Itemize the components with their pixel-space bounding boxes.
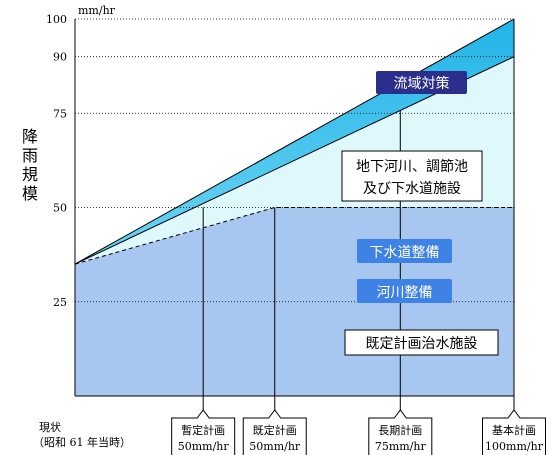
x-sublabel: 50mm/hr	[178, 440, 230, 453]
y-tick-label: 50	[53, 202, 67, 215]
basin-label: 流域対策	[376, 71, 467, 94]
existing-plan-line	[74, 207, 514, 265]
x-sublabel: 75mm/hr	[375, 440, 427, 453]
y-tick-label: 90	[53, 51, 67, 64]
existing-label: 既定計画治水施設	[344, 329, 499, 356]
y-tick-label: 25	[53, 296, 67, 309]
svg-text:及び下水道施設: 及び下水道施設	[363, 181, 461, 197]
unit-label: mm/hr	[78, 4, 116, 17]
underground-label: 地下河川、調節池 及び下水道施設	[341, 150, 483, 202]
svg-text:既定計画治水施設: 既定計画治水施設	[366, 336, 478, 352]
x-label-callout	[242, 409, 307, 455]
x-label: 暫定計画	[181, 423, 225, 437]
x-label-current: 現状	[39, 420, 61, 434]
y-tick-label: 100	[46, 13, 67, 26]
sewer-label: 下水道整備	[357, 239, 452, 263]
x-sublabel-current: （昭和 61 年当時）	[33, 435, 131, 449]
hundred-line	[74, 18, 515, 265]
svg-text:地下河川、調節池: 地下河川、調節池	[356, 158, 468, 175]
svg-text:下水道整備: 下水道整備	[370, 245, 440, 261]
river-label: 河川整備	[357, 279, 452, 303]
x-label: 既定計画	[253, 423, 297, 437]
svg-text:河川整備: 河川整備	[377, 285, 433, 301]
y-tick-label: 75	[53, 107, 67, 120]
svg-text:降雨規模: 降雨規模	[22, 127, 38, 203]
x-label-callout	[171, 409, 236, 455]
x-sublabel: 100mm/hr	[485, 440, 544, 453]
x-sublabel: 50mm/hr	[249, 440, 301, 453]
x-label: 基本計画	[492, 423, 536, 437]
x-label: 長期計画	[378, 423, 422, 437]
svg-text:流域対策: 流域対策	[394, 75, 450, 92]
x-label-callout	[482, 409, 546, 455]
x-label-callout	[368, 409, 433, 455]
y-axis-title: 降雨規模	[22, 127, 38, 203]
